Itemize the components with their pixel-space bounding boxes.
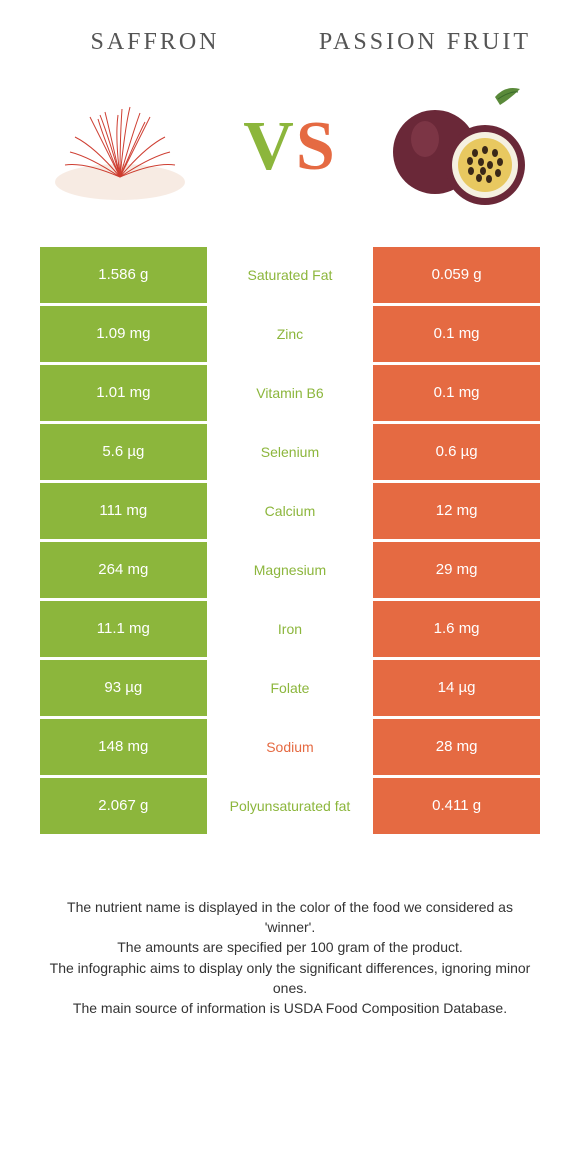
right-value-cell: 0.059 g bbox=[373, 247, 540, 303]
footer-line: The infographic aims to display only the… bbox=[40, 958, 540, 999]
nutrient-label: Selenium bbox=[207, 424, 374, 480]
vs-s: S bbox=[296, 108, 337, 185]
right-value-cell: 0.1 mg bbox=[373, 306, 540, 362]
left-value-cell: 264 mg bbox=[40, 542, 207, 598]
table-row: 1.586 gSaturated Fat0.059 g bbox=[40, 247, 540, 303]
table-row: 1.01 mgVitamin B60.1 mg bbox=[40, 365, 540, 421]
left-value-cell: 1.01 mg bbox=[40, 365, 207, 421]
right-value-cell: 28 mg bbox=[373, 719, 540, 775]
right-value-cell: 14 µg bbox=[373, 660, 540, 716]
right-food-title: PASSION FRUIT bbox=[304, 28, 547, 57]
table-row: 5.6 µgSelenium0.6 µg bbox=[40, 424, 540, 480]
table-row: 1.09 mgZinc0.1 mg bbox=[40, 306, 540, 362]
nutrient-label: Vitamin B6 bbox=[207, 365, 374, 421]
left-value-cell: 11.1 mg bbox=[40, 601, 207, 657]
left-value-cell: 1.586 g bbox=[40, 247, 207, 303]
table-row: 11.1 mgIron1.6 mg bbox=[40, 601, 540, 657]
right-value-cell: 0.6 µg bbox=[373, 424, 540, 480]
footer-line: The amounts are specified per 100 gram o… bbox=[40, 937, 540, 957]
vs-label: VS bbox=[243, 107, 337, 187]
left-value-cell: 2.067 g bbox=[40, 778, 207, 834]
right-value-cell: 0.411 g bbox=[373, 778, 540, 834]
saffron-image bbox=[40, 77, 200, 217]
right-value-cell: 12 mg bbox=[373, 483, 540, 539]
right-value-cell: 0.1 mg bbox=[373, 365, 540, 421]
right-value-cell: 1.6 mg bbox=[373, 601, 540, 657]
passion-fruit-image bbox=[380, 77, 540, 217]
left-value-cell: 148 mg bbox=[40, 719, 207, 775]
footer-notes: The nutrient name is displayed in the co… bbox=[0, 837, 580, 1039]
table-row: 111 mgCalcium12 mg bbox=[40, 483, 540, 539]
left-value-cell: 111 mg bbox=[40, 483, 207, 539]
nutrient-label: Calcium bbox=[207, 483, 374, 539]
table-row: 264 mgMagnesium29 mg bbox=[40, 542, 540, 598]
nutrient-label: Magnesium bbox=[207, 542, 374, 598]
table-row: 2.067 gPolyunsaturated fat0.411 g bbox=[40, 778, 540, 834]
vs-v: V bbox=[243, 108, 296, 185]
table-row: 93 µgFolate14 µg bbox=[40, 660, 540, 716]
nutrient-label: Sodium bbox=[207, 719, 374, 775]
left-food-title: SAFFRON bbox=[34, 28, 277, 57]
images-row: VS bbox=[0, 67, 580, 247]
right-value-cell: 29 mg bbox=[373, 542, 540, 598]
nutrient-label: Polyunsaturated fat bbox=[207, 778, 374, 834]
nutrient-label: Saturated Fat bbox=[207, 247, 374, 303]
left-value-cell: 5.6 µg bbox=[40, 424, 207, 480]
table-row: 148 mgSodium28 mg bbox=[40, 719, 540, 775]
header: SAFFRON PASSION FRUIT bbox=[0, 0, 580, 67]
nutrient-label: Zinc bbox=[207, 306, 374, 362]
footer-line: The nutrient name is displayed in the co… bbox=[40, 897, 540, 938]
left-value-cell: 1.09 mg bbox=[40, 306, 207, 362]
nutrient-table: 1.586 gSaturated Fat0.059 g1.09 mgZinc0.… bbox=[40, 247, 540, 834]
footer-line: The main source of information is USDA F… bbox=[40, 998, 540, 1018]
nutrient-label: Iron bbox=[207, 601, 374, 657]
left-value-cell: 93 µg bbox=[40, 660, 207, 716]
nutrient-label: Folate bbox=[207, 660, 374, 716]
